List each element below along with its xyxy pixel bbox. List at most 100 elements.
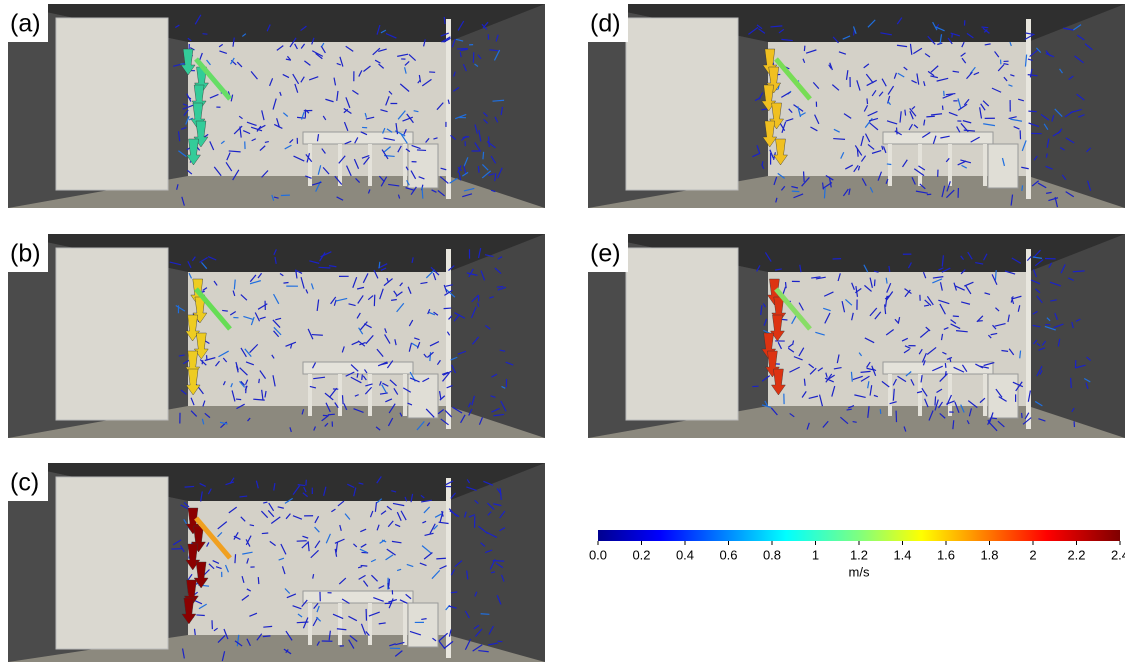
velocity-vector (180, 389, 187, 395)
velocity-vector (208, 563, 215, 570)
velocity-vector (990, 332, 998, 336)
velocity-vector (803, 378, 806, 386)
velocity-vector (499, 510, 506, 519)
velocity-vector (395, 291, 403, 297)
velocity-vector (928, 410, 934, 421)
velocity-vector (175, 304, 186, 312)
panel-label-box (8, 463, 48, 501)
velocity-vector (309, 260, 320, 264)
velocity-vector (278, 557, 285, 561)
velocity-vector (903, 426, 907, 432)
velocity-vector (325, 402, 331, 413)
velocity-vector (383, 278, 393, 287)
velocity-vector (319, 252, 326, 262)
velocity-vector (903, 66, 908, 71)
velocity-vector (919, 183, 926, 190)
velocity-vector (242, 130, 251, 135)
velocity-vector (867, 381, 870, 389)
velocity-vector (1001, 157, 1006, 167)
cabinet (625, 17, 739, 191)
jet-arrow (185, 368, 201, 396)
velocity-vector (886, 120, 898, 125)
velocity-vector (1017, 305, 1021, 312)
velocity-vector (183, 109, 189, 116)
velocity-vector (869, 122, 879, 131)
velocity-vector (269, 78, 274, 87)
velocity-vector (191, 256, 196, 262)
velocity-vector (938, 267, 944, 271)
velocity-vector (309, 385, 317, 389)
velocity-vector (478, 649, 489, 653)
velocity-vector (1024, 412, 1030, 420)
velocity-vector (376, 498, 383, 504)
velocity-vector (386, 548, 396, 556)
velocity-vector (418, 176, 425, 180)
velocity-vector (406, 179, 410, 186)
velocity-vector (380, 29, 387, 34)
velocity-vector (992, 324, 997, 330)
ceiling (588, 4, 1125, 42)
velocity-vector (364, 386, 373, 395)
velocity-vector (863, 264, 869, 273)
velocity-vector (913, 47, 923, 55)
velocity-vector (797, 106, 802, 118)
velocity-vector (483, 119, 489, 124)
velocity-vector (842, 188, 849, 197)
velocity-vector (961, 301, 971, 305)
velocity-vector (761, 375, 771, 382)
velocity-vector (180, 126, 187, 130)
velocity-vector (1035, 288, 1041, 294)
velocity-vector (276, 45, 284, 51)
velocity-vector (316, 299, 320, 312)
velocity-vector (833, 128, 840, 133)
velocity-vector (486, 531, 498, 539)
colorbar-tick-label: 0.8 (763, 547, 781, 562)
shelf (407, 373, 439, 419)
velocity-vector (385, 33, 397, 39)
velocity-vector (911, 106, 916, 110)
table-leg (888, 144, 892, 186)
velocity-vector (1033, 155, 1038, 161)
table-leg (338, 144, 342, 186)
velocity-vector (443, 16, 446, 25)
velocity-vector (494, 116, 499, 123)
velocity-vector (777, 341, 783, 350)
velocity-vector (406, 113, 414, 124)
velocity-vector (391, 298, 397, 301)
velocity-vector (246, 638, 251, 647)
velocity-vector (416, 341, 421, 349)
velocity-vector (328, 265, 337, 268)
velocity-vector (1036, 365, 1043, 377)
velocity-vector (311, 50, 324, 57)
velocity-vector (878, 91, 884, 97)
velocity-vector (433, 137, 438, 140)
velocity-vector (836, 354, 840, 364)
velocity-vector (343, 108, 349, 114)
velocity-vector (416, 420, 425, 431)
velocity-vector (1084, 43, 1093, 51)
velocity-vector (234, 640, 243, 647)
velocity-vector (413, 110, 419, 113)
velocity-vector (263, 501, 268, 504)
velocity-vector (497, 256, 503, 260)
velocity-vector (505, 361, 514, 366)
velocity-vector (352, 277, 358, 288)
velocity-vector (436, 557, 446, 560)
velocity-vector (854, 394, 866, 398)
velocity-vector (995, 307, 1000, 312)
velocity-vector (355, 177, 361, 184)
velocity-vector (296, 621, 309, 624)
velocity-vector (808, 395, 819, 400)
velocity-vector (222, 357, 228, 363)
velocity-vector (1009, 41, 1012, 47)
velocity-vector (879, 409, 882, 414)
velocity-vector (909, 43, 913, 55)
velocity-vector (1040, 113, 1050, 121)
velocity-vector (217, 635, 226, 643)
velocity-vector (935, 26, 945, 32)
velocity-vector (841, 300, 846, 313)
velocity-vector (177, 131, 181, 142)
panel-label-box (8, 234, 48, 272)
velocity-vector (941, 185, 946, 198)
velocity-vector (493, 49, 501, 61)
